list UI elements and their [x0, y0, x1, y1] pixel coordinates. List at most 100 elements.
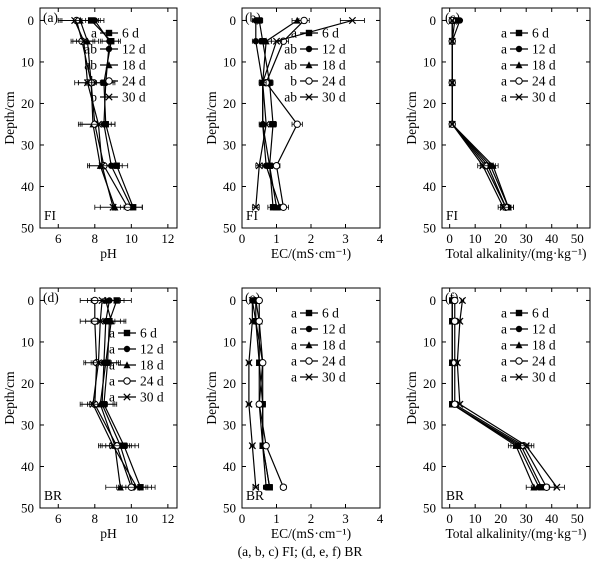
data-point-marker [252, 483, 260, 491]
legend-significance: a [291, 306, 297, 321]
x-tick-label: 4 [377, 511, 384, 526]
y-tick-label: 50 [21, 501, 34, 516]
panel-label: (a) [43, 10, 58, 25]
legend-entry: 12 d [322, 42, 346, 57]
legend-entry: 12 d [532, 42, 556, 57]
legend-significance: a [501, 90, 507, 105]
legend-marker [123, 329, 131, 337]
x-axis-label: Total alkalinity/(mg·kg⁻¹) [445, 526, 586, 541]
legend-significance: a [109, 390, 115, 405]
x-tick-label: 40 [545, 511, 558, 526]
legend-marker [305, 45, 313, 53]
x-tick-label: 40 [545, 231, 558, 246]
legend-significance: a [291, 322, 297, 337]
x-tick-label: 10 [125, 231, 138, 246]
figure-caption: (a, b, c) FI; (d, e, f) BR [237, 544, 363, 559]
series-line [451, 20, 504, 208]
legend-entry: 6 d [122, 26, 139, 41]
treatment-label: FI [246, 208, 259, 223]
x-tick-label: 4 [377, 231, 384, 246]
x-tick-label: 30 [520, 511, 533, 526]
y-tick-label: 20 [423, 376, 436, 391]
x-tick-label: 10 [469, 511, 482, 526]
data-point-marker [293, 120, 301, 128]
legend-entry: 30 d [532, 370, 556, 385]
legend-entry: 18 d [322, 58, 346, 73]
legend-significance: a [291, 26, 297, 41]
series-line [255, 19, 353, 208]
data-point-marker [300, 16, 308, 25]
data-point-marker [80, 37, 88, 45]
data-point-marker [530, 483, 538, 491]
series-line [74, 20, 114, 208]
data-point-marker [448, 37, 456, 45]
legend: a 6 d ab 12 d ab 18 d b 24 d ab 30 d [284, 26, 346, 105]
x-tick-label: 12 [161, 511, 174, 526]
y-tick-label: 20 [21, 96, 34, 111]
series-line [248, 300, 257, 488]
data-point-marker [269, 121, 277, 128]
legend-marker [515, 309, 523, 317]
legend-marker [123, 345, 131, 353]
data-point-marker [252, 203, 260, 211]
data-point-marker [458, 296, 467, 305]
series-line [99, 300, 121, 488]
x-tick-label: 50 [571, 511, 584, 526]
legend-entry: 18 d [140, 358, 164, 373]
legend-entry: 24 d [532, 74, 556, 89]
series-line [451, 20, 509, 208]
treatment-label: FI [44, 208, 57, 223]
x-tick-label: 0 [446, 231, 453, 246]
data-point-marker [94, 359, 103, 367]
data-point-marker [453, 359, 461, 367]
x-tick-label: 2 [308, 231, 315, 246]
legend-entry: 24 d [140, 374, 164, 389]
legend-marker [305, 309, 313, 317]
data-point-marker [245, 359, 253, 367]
chart-panel-d: 6 8 10 12 0 10 20 30 40 50 pH Depth/cm (d) BR a 6 d a 12 … [2, 287, 178, 541]
treatment-label: BR [44, 488, 62, 503]
series-line [456, 300, 558, 488]
series-12d [88, 297, 149, 491]
chart-panel-e: 0123401020304050EC/(mS·cm⁻¹)Depth/cm(e)B… [204, 287, 384, 541]
data-point-marker [553, 483, 561, 491]
legend-marker [105, 45, 113, 53]
treatment-label: BR [246, 488, 264, 503]
legend-marker [305, 61, 313, 69]
x-tick-label: 20 [494, 231, 507, 246]
data-point-marker [259, 79, 267, 87]
legend-entry: 30 d [322, 370, 346, 385]
legend: a 6 d ab 12 d ab 18 d ab 24 d b 30 d [84, 26, 146, 105]
y-tick-label: 30 [21, 137, 34, 152]
legend-entry: 18 d [122, 58, 146, 73]
legend-marker [305, 357, 313, 365]
y-axis-label: Depth/cm [2, 91, 17, 145]
x-tick-label: 6 [55, 511, 62, 526]
chart-panel-a: 6 8 10 12 0 10 20 30 40 50 pH Depth/cm (a) FI a 6 d ab 12… [2, 7, 178, 261]
x-tick-label: 2 [308, 511, 315, 526]
legend-entry: 30 d [322, 90, 346, 105]
legend-entry: 18 d [532, 338, 556, 353]
data-point-marker [83, 79, 92, 87]
data-point-marker [255, 317, 263, 325]
legend-entry: 24 d [532, 354, 556, 369]
y-tick-label: 0 [430, 13, 437, 28]
series-30d [251, 16, 365, 211]
legend-entry: 24 d [322, 354, 346, 369]
series-12d [251, 17, 286, 211]
legend-entry: 30 d [532, 90, 556, 105]
x-axis-label: pH [100, 246, 117, 261]
series-30d [79, 296, 152, 491]
series-30d [57, 16, 132, 211]
x-tick-label: 1 [273, 511, 280, 526]
legend-significance: a [501, 26, 507, 41]
legend-entry: 6 d [322, 26, 339, 41]
y-tick-label: 0 [230, 13, 237, 28]
data-point-marker [255, 296, 263, 305]
data-point-marker [245, 400, 253, 408]
data-point-marker [448, 120, 456, 128]
data-point-marker [451, 296, 459, 305]
y-tick-label: 0 [430, 293, 437, 308]
x-tick-label: 0 [446, 511, 453, 526]
